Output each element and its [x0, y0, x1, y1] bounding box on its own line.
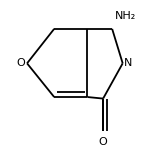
- Text: N: N: [124, 58, 133, 68]
- Text: O: O: [99, 137, 107, 147]
- Text: NH₂: NH₂: [114, 11, 136, 21]
- Text: O: O: [16, 58, 25, 68]
